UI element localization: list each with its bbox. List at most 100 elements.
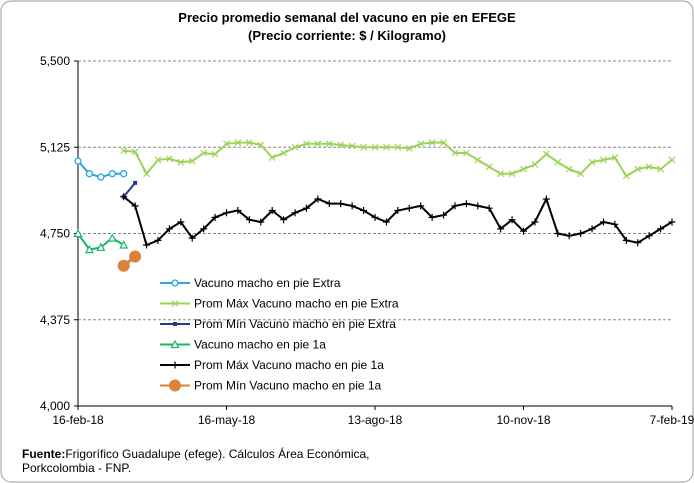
point bbox=[291, 209, 299, 217]
point bbox=[542, 150, 550, 158]
point bbox=[645, 163, 653, 171]
point bbox=[394, 143, 402, 151]
source-line: Frigorífico Guadalupe (efege). Cálculos … bbox=[65, 447, 370, 461]
point bbox=[84, 244, 94, 254]
point bbox=[485, 204, 493, 212]
point bbox=[577, 230, 585, 237]
point bbox=[634, 165, 642, 173]
point bbox=[325, 200, 333, 208]
point bbox=[428, 213, 436, 221]
point bbox=[234, 139, 242, 147]
point bbox=[520, 227, 527, 235]
point bbox=[577, 170, 585, 178]
point bbox=[120, 147, 128, 155]
point bbox=[280, 149, 288, 157]
point bbox=[520, 165, 527, 173]
point bbox=[200, 149, 208, 157]
point bbox=[302, 204, 310, 212]
point bbox=[171, 279, 179, 287]
legend-label: Prom Máx Vacuno macho en pie 1a bbox=[194, 358, 384, 372]
point bbox=[645, 232, 653, 240]
point bbox=[657, 225, 665, 233]
point bbox=[462, 200, 470, 208]
point bbox=[531, 218, 539, 226]
y-tick-label: 5,500 bbox=[40, 54, 70, 68]
point bbox=[485, 163, 493, 171]
chart-subtitle: (Precio corriente: $ / Kilogramo) bbox=[248, 28, 446, 43]
point bbox=[200, 225, 208, 233]
point bbox=[131, 148, 139, 156]
point bbox=[143, 170, 150, 178]
point bbox=[462, 149, 470, 157]
point bbox=[554, 230, 562, 237]
point bbox=[154, 156, 162, 164]
point bbox=[348, 142, 356, 150]
point bbox=[268, 154, 276, 162]
y-tick-label: 4,750 bbox=[40, 227, 70, 241]
point bbox=[382, 218, 390, 226]
y-tick-label: 4,375 bbox=[40, 313, 70, 327]
point bbox=[428, 139, 436, 147]
point bbox=[131, 202, 139, 210]
point bbox=[531, 161, 539, 168]
point bbox=[291, 143, 299, 151]
x-tick-label: 16-may-18 bbox=[198, 413, 256, 427]
point bbox=[223, 140, 230, 148]
source-label: Fuente: bbox=[22, 447, 66, 461]
point bbox=[337, 200, 345, 208]
point bbox=[565, 232, 573, 240]
point bbox=[474, 156, 482, 164]
point bbox=[611, 154, 619, 162]
point bbox=[171, 361, 179, 369]
y-tick-label: 4,000 bbox=[40, 399, 70, 413]
point bbox=[234, 207, 242, 214]
point bbox=[143, 241, 151, 249]
point bbox=[451, 202, 459, 210]
point bbox=[133, 180, 138, 185]
point bbox=[405, 204, 413, 212]
point bbox=[303, 140, 310, 148]
point bbox=[565, 165, 573, 173]
source-line: Porkcolombia - FNP. bbox=[22, 461, 132, 475]
point bbox=[177, 218, 185, 226]
legend-label: Prom Máx Vacuno macho en pie Extra bbox=[194, 297, 399, 311]
point bbox=[188, 157, 196, 165]
point bbox=[108, 170, 116, 178]
point bbox=[154, 236, 162, 244]
legend-label: Vacuno macho en pie Extra bbox=[194, 276, 341, 290]
point bbox=[314, 140, 322, 148]
point bbox=[74, 157, 82, 165]
point bbox=[268, 207, 276, 214]
point bbox=[542, 195, 550, 203]
point bbox=[165, 225, 173, 233]
point bbox=[223, 209, 230, 217]
point bbox=[668, 156, 676, 164]
point bbox=[554, 158, 562, 166]
point bbox=[508, 216, 516, 224]
point bbox=[170, 339, 180, 349]
point bbox=[169, 379, 181, 392]
point bbox=[245, 139, 253, 147]
point bbox=[382, 143, 390, 151]
point bbox=[508, 170, 516, 178]
point bbox=[657, 165, 665, 173]
point bbox=[440, 139, 447, 147]
point bbox=[599, 218, 607, 226]
point bbox=[96, 242, 106, 251]
point bbox=[497, 225, 505, 233]
legend-label: Prom Mín Vacuno macho en pie 1a bbox=[194, 379, 382, 393]
point bbox=[634, 239, 642, 247]
plot: 4,000 4,375 4,750 5,125 5,500 16-feb-18 16-may… bbox=[40, 54, 694, 427]
point bbox=[280, 216, 288, 224]
point bbox=[622, 172, 630, 180]
point bbox=[119, 240, 129, 249]
x-tick-label: 16-feb-18 bbox=[52, 413, 104, 427]
point bbox=[440, 211, 448, 219]
x-tick-label: 10-nov-18 bbox=[496, 413, 550, 427]
point bbox=[211, 213, 219, 221]
point bbox=[394, 207, 402, 214]
x-tick-label: 7-feb-19 bbox=[650, 413, 694, 427]
